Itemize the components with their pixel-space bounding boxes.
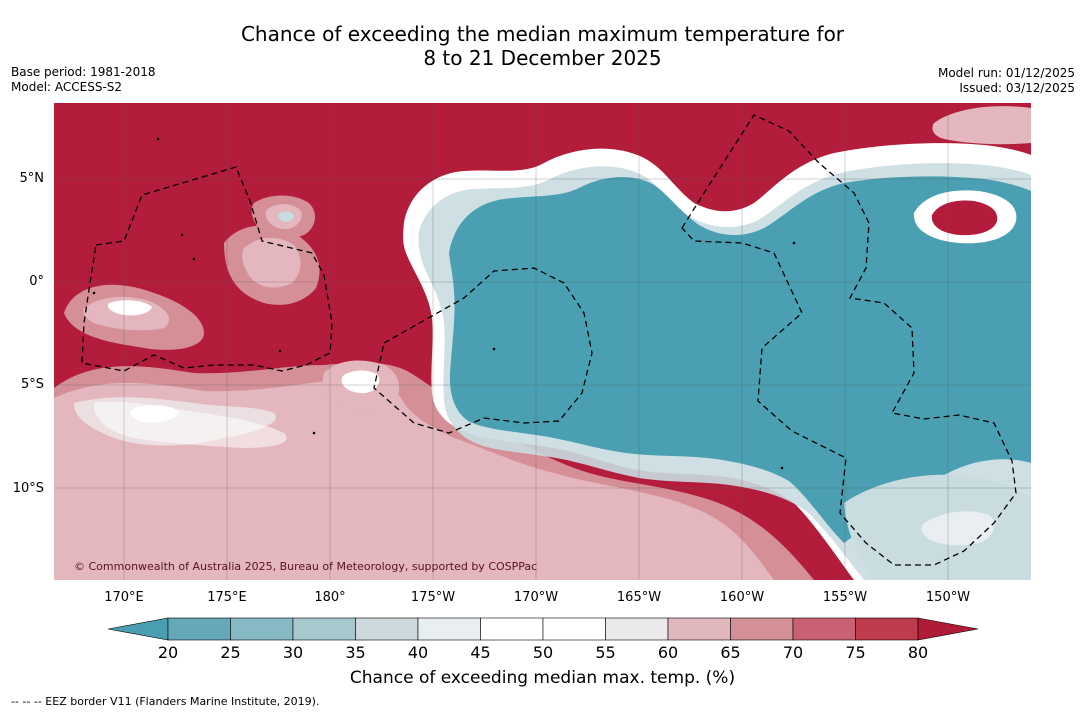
colorbar-tick-label: 25 [220, 643, 241, 662]
colorbar-svg [107, 617, 979, 641]
cool-core [449, 176, 1031, 543]
island-dot [278, 349, 282, 353]
lon-label-175w: 175°W [410, 590, 456, 605]
eez-kiribati-gilberts [81, 166, 333, 372]
colorbar-tick-label: 60 [657, 643, 679, 662]
model-run-label: Model run: 01/12/2025 [937, 66, 1075, 80]
island-dot [492, 347, 496, 351]
colorbar-bin [230, 617, 294, 641]
colorbar-bin [667, 617, 731, 641]
island-dot [792, 241, 796, 245]
south-central-blob-core [341, 370, 380, 394]
lon-label-150w: 150°W [925, 590, 971, 605]
colorbar-bin [480, 617, 544, 641]
lon-label-165w: 165°W [616, 590, 662, 605]
eez-phoenix [373, 267, 593, 434]
date-line-blob-inner [242, 237, 301, 288]
lon-label-170e: 170°E [104, 590, 144, 605]
southeast-pale-inner [921, 511, 995, 546]
eez-borders [81, 114, 1017, 566]
lon-label-175e: 175°E [207, 590, 247, 605]
title-line-2: 8 to 21 December 2025 [423, 46, 662, 70]
island-dot [312, 431, 316, 435]
island-dot [92, 291, 96, 295]
title-line-1: Chance of exceeding the median maximum t… [240, 22, 845, 46]
colorbar-bin [730, 617, 794, 641]
map-title: Chance of exceeding the median maximum t… [0, 22, 1085, 70]
colorbar-bin [417, 617, 481, 641]
lat-label-5n: 5°N [19, 171, 45, 186]
colorbar-tick-label: 40 [407, 643, 429, 662]
eez-line-islands [681, 114, 1017, 566]
colorbar-tick-label: 80 [907, 643, 929, 662]
colorbar-bin [605, 617, 669, 641]
southwest-white-band [93, 401, 287, 448]
colorbar-tick-label: 50 [532, 643, 554, 662]
colorbar-tick-label: 65 [720, 643, 741, 662]
issued-label: Issued: 03/12/2025 [959, 81, 1075, 95]
lat-label-0: 0° [29, 274, 44, 289]
lon-label-155w: 155°W [822, 590, 868, 605]
colorbar-tick-label: 20 [157, 643, 179, 662]
island-dot [780, 466, 784, 470]
lat-label-10s: 10°S [12, 481, 44, 496]
colorbar-tick-label: 70 [782, 643, 804, 662]
colorbar-bin [855, 617, 919, 641]
colorbar-tick-label: 35 [345, 643, 366, 662]
meta-right: Model run: 01/12/2025 Issued: 03/12/2025 [938, 66, 1075, 96]
colorbar-tick-label: 30 [282, 643, 304, 662]
colorbar-bin [542, 617, 606, 641]
north-blob-core [278, 211, 294, 222]
base-period-label: Base period: 1981-2018 [11, 65, 156, 79]
island-dot [192, 257, 196, 261]
colorbar-bin [792, 617, 856, 641]
eez-legend: -- -- -- EEZ border V11 (Flanders Marine… [11, 695, 320, 708]
colorbar-bin [167, 617, 231, 641]
lon-label-180: 180° [314, 590, 346, 605]
central-west-blob-core [107, 300, 152, 316]
colorbar-bin [292, 617, 356, 641]
copyright-text: © Commonwealth of Australia 2025, Bureau… [74, 560, 537, 573]
colorbar [107, 616, 979, 642]
map-canvas: © Commonwealth of Australia 2025, Bureau… [54, 103, 1031, 580]
colorbar-tick-label: 75 [845, 643, 866, 662]
lon-label-170w: 170°W [513, 590, 559, 605]
island-dot [156, 137, 160, 141]
lon-label-160w: 160°W [719, 590, 765, 605]
graticule [54, 103, 1031, 580]
colorbar-tick-label: 55 [595, 643, 616, 662]
colorbar-bins [167, 617, 919, 641]
north-warm-band-pink [932, 106, 1031, 145]
colorbar-high-extend [917, 617, 979, 641]
colorbar-low-extend [107, 617, 169, 641]
model-label: Model: ACCESS-S2 [11, 80, 123, 94]
forecast-map: © Commonwealth of Australia 2025, Bureau… [54, 103, 1031, 580]
colorbar-tick-label: 45 [470, 643, 491, 662]
colorbar-title: Chance of exceeding median max. temp. (%… [349, 668, 736, 688]
lat-label-5s: 5°S [20, 377, 44, 392]
colorbar-bin [355, 617, 419, 641]
meta-left: Base period: 1981-2018 Model: ACCESS-S2 [11, 65, 156, 95]
island-dot [180, 233, 184, 237]
island-markers [92, 137, 796, 470]
